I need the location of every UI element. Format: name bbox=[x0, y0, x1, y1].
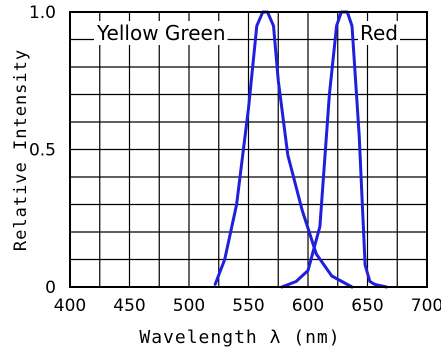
series-label-background bbox=[94, 21, 228, 45]
x-tick-label: 650 bbox=[351, 296, 383, 316]
x-axis-label: Wavelength λ (nm) bbox=[139, 327, 340, 348]
series-label-yellow-green: Yellow Green bbox=[96, 21, 226, 45]
grid bbox=[70, 12, 427, 287]
y-tick-label: 0 bbox=[45, 278, 56, 298]
y-tick-label: 0.5 bbox=[29, 141, 56, 161]
x-tick-label: 550 bbox=[232, 296, 264, 316]
series-label-background bbox=[358, 21, 400, 45]
series-label-red: Red bbox=[360, 21, 398, 45]
x-tick-label: 450 bbox=[113, 296, 145, 316]
plot-frame bbox=[69, 11, 428, 288]
x-tick-label: 600 bbox=[292, 296, 324, 316]
y-tick-label: 1.0 bbox=[29, 3, 56, 23]
x-tick-label: 400 bbox=[54, 296, 86, 316]
tick-labels: 400 450 500 550 600 650 700 0 0.5 1.0 bbox=[29, 3, 441, 316]
y-axis-label: Relative Intensity bbox=[11, 49, 31, 251]
x-tick-label: 700 bbox=[411, 296, 441, 316]
x-tick-label: 500 bbox=[173, 296, 205, 316]
